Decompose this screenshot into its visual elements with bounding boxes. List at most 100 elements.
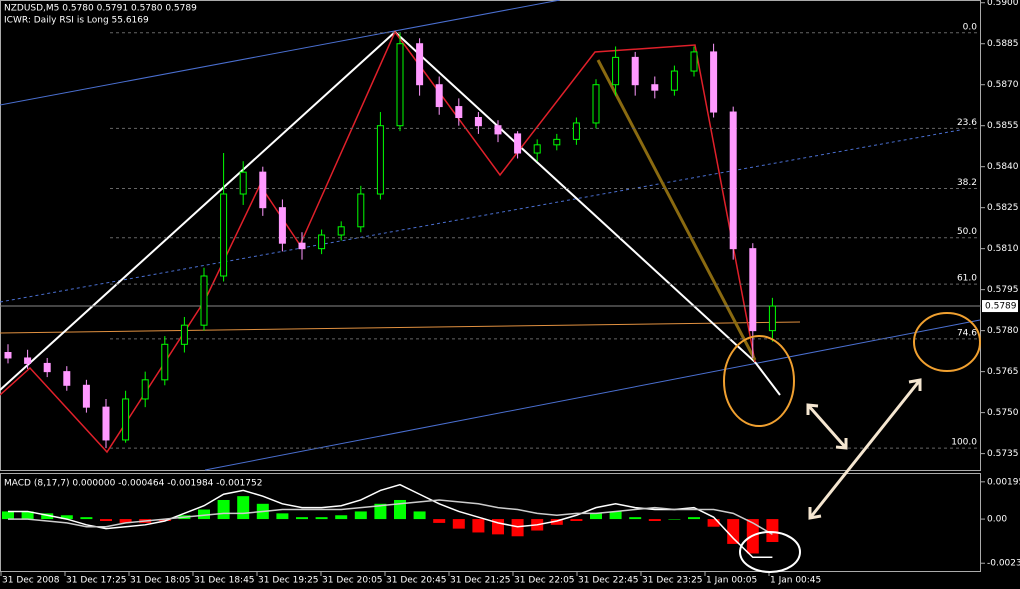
candle-body <box>435 84 443 108</box>
highlight <box>739 531 801 573</box>
macd-bar <box>550 519 563 525</box>
candle-body <box>357 193 365 228</box>
macd-bar <box>80 517 93 520</box>
fib-label: 23.6 <box>957 118 977 128</box>
y-tick-label: 0.5855 <box>987 121 1019 131</box>
macd-bar <box>158 519 171 521</box>
subtitle: ICWR: Daily RSI is Long 55.6169 <box>4 16 149 26</box>
candle-body <box>220 193 228 277</box>
macd-bar <box>21 511 34 520</box>
macd-line <box>8 499 773 536</box>
x-tick-label: 31 Dec 18:05 <box>130 576 191 586</box>
x-tick-label: 31 Dec 20:05 <box>322 576 383 586</box>
candle-body <box>24 357 32 364</box>
candle-body <box>318 234 326 250</box>
candle-body <box>43 362 51 373</box>
candle-body <box>514 133 522 154</box>
y-tick-label: 0.5735 <box>987 449 1019 459</box>
candle-body <box>376 125 384 195</box>
fib-label: 50.0 <box>957 227 977 237</box>
y-tick-label: 0.5825 <box>987 203 1019 213</box>
y-tick-label: 0.5870 <box>987 80 1019 90</box>
y-tick-label: 0.5900 <box>987 0 1019 8</box>
candle-body <box>710 51 718 113</box>
x-tick-label: 1 Jan 00:05 <box>706 576 757 586</box>
macd-bar <box>335 515 348 520</box>
y-tick-label: 0.00 <box>987 515 1007 525</box>
candle-body <box>396 43 404 127</box>
candle-body <box>239 171 247 195</box>
candle-body <box>631 56 639 86</box>
fib-label: 74.6 <box>957 328 977 338</box>
fib-label: 0.0 <box>963 22 978 32</box>
x-tick-label: 31 Dec 22:45 <box>578 576 639 586</box>
x-tick-label: 31 Dec 22:05 <box>514 576 575 586</box>
candle-body <box>651 84 659 91</box>
macd-bar <box>648 519 661 521</box>
candle-body <box>474 117 482 127</box>
macd-bar <box>2 511 14 520</box>
y-tick-label: 0.5885 <box>987 39 1019 49</box>
macd-bar <box>315 517 328 520</box>
macd-bar <box>413 511 426 520</box>
arrows <box>806 378 922 520</box>
macd-bar <box>276 513 289 520</box>
macd-bar <box>570 519 583 521</box>
macd-bar <box>511 519 524 537</box>
macd-bar <box>433 519 446 523</box>
candle-body <box>572 122 580 140</box>
y-tick-label: 0.5795 <box>987 285 1019 295</box>
y-tick-label: 0.5840 <box>987 162 1019 172</box>
y-tick-label: -0.00231 <box>987 559 1020 569</box>
x-tick-label: 1 Jan 00:45 <box>770 576 821 586</box>
candle-body <box>729 111 737 250</box>
macd-bar <box>472 519 485 533</box>
candle-body <box>494 125 502 135</box>
macd-bar <box>688 517 700 520</box>
y-tick-label: 0.5750 <box>987 408 1019 418</box>
price-panel-frame <box>0 0 981 471</box>
x-tick-label: 31 Dec 23:25 <box>642 576 703 586</box>
x-tick-label: 31 Dec 18:45 <box>194 576 255 586</box>
y-tick-label: 0.5765 <box>987 367 1019 377</box>
macd-title: MACD (8,17,7) 0.000000 -0.000464 -0.0019… <box>4 479 262 489</box>
chart-title: NZDUSD,M5 0.5780 0.5791 0.5780 0.5789 <box>4 4 197 14</box>
candle-body <box>749 248 757 332</box>
candle-body <box>278 207 286 244</box>
price-label: 0.5789 <box>985 302 1017 312</box>
candle-body <box>298 242 306 250</box>
macd-bar <box>198 509 210 520</box>
candle-body <box>102 406 110 441</box>
pivot-line <box>0 321 801 334</box>
candle-body <box>768 305 776 332</box>
x-tick-label: 31 Dec 17:25 <box>66 576 127 586</box>
candle-body <box>122 398 130 441</box>
candle-body <box>337 226 345 236</box>
x-tick-label: 31 Dec 19:25 <box>258 576 319 586</box>
candle-body <box>63 371 71 386</box>
macd-bar <box>60 515 73 520</box>
x-tick-label: 31 Dec 20:45 <box>386 576 447 586</box>
candle-body <box>161 343 169 381</box>
macd-bar <box>727 519 740 544</box>
x-tick-label: 31 Dec 21:25 <box>450 576 511 586</box>
macd-bar <box>100 519 112 521</box>
highlight <box>723 335 795 427</box>
zigzag <box>0 30 781 396</box>
candle-body <box>141 379 149 400</box>
macd-bar <box>766 519 779 543</box>
macd-bar <box>354 511 367 520</box>
macd-bar <box>296 517 308 520</box>
macd-bar <box>629 517 642 520</box>
macd-bar <box>374 503 387 520</box>
price-box <box>982 300 1018 313</box>
candle-body <box>200 275 208 326</box>
fib-label: 100.0 <box>951 438 977 448</box>
macd-bar <box>119 519 132 523</box>
candle-body <box>592 84 600 124</box>
macd-panel-frame <box>0 473 981 572</box>
x-tick-label: 31 Dec 2008 <box>2 576 60 586</box>
